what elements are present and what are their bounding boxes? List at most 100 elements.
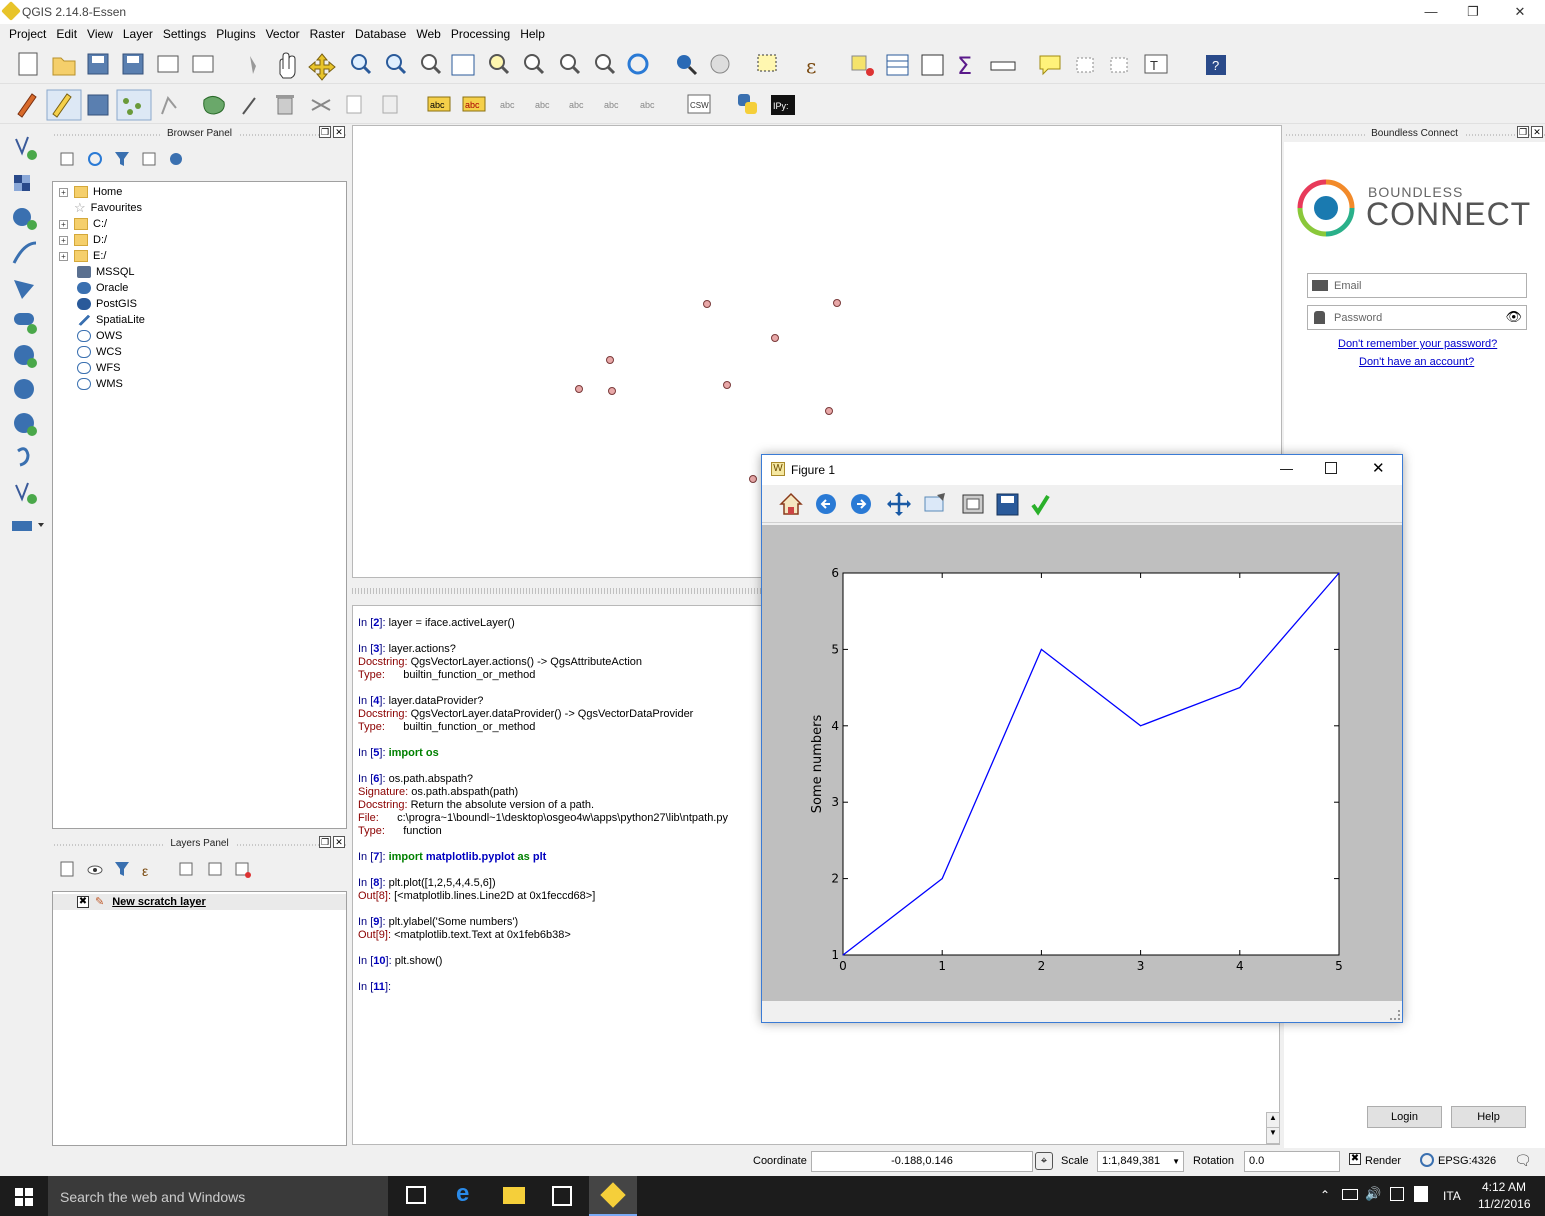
email-field[interactable]: Email (1307, 273, 1527, 298)
crs-label[interactable]: EPSG:4326 (1438, 1155, 1497, 1167)
browser-item-wfs[interactable]: WFS (77, 360, 120, 376)
attribute-table-button[interactable] (885, 52, 911, 78)
expand-icon[interactable]: + (59, 187, 68, 197)
menu-database[interactable]: Database (354, 27, 407, 41)
file-explorer-icon[interactable] (503, 1187, 525, 1204)
map-point[interactable] (722, 380, 731, 389)
login-button[interactable]: Login (1367, 1106, 1442, 1128)
help-button[interactable] (1203, 52, 1229, 78)
tray-chevron-up-icon[interactable]: ⌃ (1320, 1188, 1331, 1202)
minimize-button[interactable]: — (1424, 4, 1438, 19)
messages-icon[interactable]: 🗨 (1514, 1152, 1532, 1168)
edge-icon[interactable]: e (456, 1180, 470, 1207)
save-as-button[interactable] (120, 52, 146, 78)
map-point[interactable] (748, 475, 757, 484)
store-icon[interactable] (552, 1186, 572, 1206)
browser-item-mssql[interactable]: MSSQL (77, 264, 135, 280)
crs-globe-icon[interactable] (1420, 1153, 1434, 1167)
browser-item-wms[interactable]: WMS (77, 376, 123, 392)
browser-close-button[interactable]: ✕ (333, 126, 345, 138)
connect-float-button[interactable]: ❐ (1517, 126, 1529, 138)
map-point[interactable] (771, 333, 780, 342)
home-button[interactable] (778, 491, 804, 517)
scroll-up-icon[interactable]: ▲ (1267, 1113, 1279, 1128)
render-checkbox[interactable]: ✖ (1349, 1153, 1361, 1165)
layer-row[interactable]: ✖ ✎ New scratch layer (53, 894, 346, 910)
layers-close-button[interactable]: ✕ (333, 836, 345, 848)
pan-button[interactable] (886, 491, 912, 517)
browser-item-d[interactable]: + D:/ (59, 232, 107, 248)
layers-float-button[interactable]: ❐ (319, 836, 331, 848)
expand-icon[interactable]: + (59, 251, 68, 261)
help-connect-button[interactable]: Help (1451, 1106, 1526, 1128)
map-point[interactable] (574, 384, 583, 393)
chevron-down-icon[interactable]: ▼ (1172, 1157, 1180, 1166)
toggle-editing-button[interactable] (50, 92, 76, 118)
show-password-eye-icon[interactable]: 👁 (1505, 309, 1522, 324)
clock-date[interactable]: 11/2/2016 (1478, 1197, 1531, 1211)
browser-item-postgis[interactable]: PostGIS (77, 296, 137, 312)
browser-item-oracle[interactable]: Oracle (77, 280, 128, 296)
map-point[interactable] (703, 299, 712, 308)
map-point[interactable] (825, 407, 834, 416)
menu-plugins[interactable]: Plugins (216, 27, 256, 41)
menu-settings[interactable]: Settings (162, 27, 207, 41)
figure-close-button[interactable]: ✕ (1372, 460, 1385, 477)
language-indicator[interactable]: ITA (1443, 1189, 1461, 1203)
volume-icon[interactable]: 🔊 (1365, 1186, 1382, 1201)
menu-project[interactable]: Project (9, 27, 47, 41)
new-project-button[interactable] (16, 52, 42, 78)
forward-button[interactable] (848, 491, 874, 517)
password-field[interactable]: Password 👁 (1307, 305, 1527, 330)
connect-close-button[interactable]: ✕ (1531, 126, 1543, 138)
menu-processing[interactable]: Processing (450, 27, 511, 41)
save-figure-button[interactable] (994, 491, 1020, 517)
menu-vector[interactable]: Vector (265, 27, 300, 41)
expand-icon[interactable]: + (59, 219, 68, 229)
menu-view[interactable]: View (87, 27, 113, 41)
python-console-button[interactable] (736, 92, 762, 118)
coordinate-field[interactable]: -0.188,0.146 (811, 1151, 1033, 1172)
pan-map-button[interactable] (275, 52, 301, 78)
zoom-out-button[interactable] (380, 52, 406, 78)
search-box[interactable]: Search the web and Windows (48, 1176, 388, 1216)
map-point[interactable] (832, 298, 841, 307)
menu-edit[interactable]: Edit (56, 27, 78, 41)
browser-item-c[interactable]: + C:/ (59, 216, 107, 232)
add-feature-button[interactable] (120, 92, 146, 118)
back-button[interactable] (813, 491, 839, 517)
refresh-button[interactable] (625, 52, 651, 78)
scroll-down-icon[interactable]: ▼ (1269, 1128, 1277, 1137)
browser-item-favourites[interactable]: ☆ Favourites (74, 200, 142, 216)
figure-canvas[interactable]: 0 1 2 3 4 5 1 2 3 4 5 6 Some numbers (762, 525, 1402, 1001)
scale-combo[interactable]: 1:1,849,381 ▼ (1097, 1151, 1184, 1172)
map-point[interactable] (605, 356, 614, 365)
subplots-button[interactable] (960, 491, 986, 517)
notification-icon[interactable] (1414, 1186, 1428, 1202)
select-features-button[interactable] (755, 52, 781, 78)
browser-item-e[interactable]: + E:/ (59, 248, 106, 264)
close-button[interactable]: ✕ (1514, 4, 1526, 19)
mouse-pointer-toggle-icon[interactable]: ⌖ (1035, 1152, 1053, 1170)
menu-help[interactable]: Help (520, 27, 545, 41)
browser-float-button[interactable]: ❐ (319, 126, 331, 138)
ipython-console-button[interactable] (770, 92, 796, 118)
browser-item-home[interactable]: + Home (59, 184, 122, 200)
forgot-password-link[interactable]: Don't remember your password? (1338, 338, 1498, 350)
map-point[interactable] (608, 387, 617, 395)
figure-window[interactable]: W Figure 1 — ✕ 0 1 2 3 4 5 1 2 3 4 5 6 Some numbers (761, 454, 1403, 1023)
task-view-icon[interactable] (406, 1186, 426, 1204)
layer-visibility-checkbox[interactable]: ✖ (77, 896, 89, 908)
maximize-button[interactable]: ❐ (1467, 4, 1479, 19)
figure-minimize-button[interactable]: — (1280, 461, 1293, 476)
menu-layer[interactable]: Layer (122, 27, 153, 41)
rotation-spinbox[interactable]: 0.0 (1244, 1151, 1340, 1172)
console-scrollbar[interactable]: ▲ ▼ (1266, 1112, 1280, 1144)
identify-button[interactable] (671, 52, 697, 78)
menu-web[interactable]: Web (416, 27, 441, 41)
browser-item-spatialite[interactable]: SpatiaLite (77, 312, 145, 328)
open-project-button[interactable] (50, 52, 76, 78)
zoom-button[interactable] (921, 491, 947, 517)
browser-item-wcs[interactable]: WCS (77, 344, 122, 360)
zoom-in-button[interactable] (345, 52, 371, 78)
